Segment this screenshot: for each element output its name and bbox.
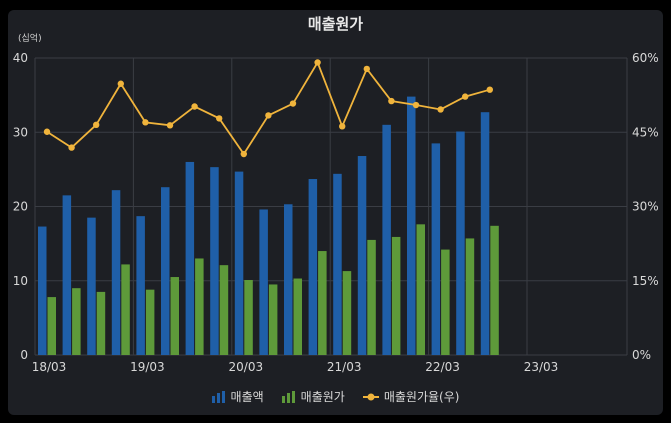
legend-label-revenue: 매출액 bbox=[230, 390, 264, 404]
y-left-tick-label: 20 bbox=[13, 200, 28, 214]
point-cost-ratio bbox=[486, 86, 493, 93]
bar-cost bbox=[47, 297, 56, 355]
bar-revenue bbox=[333, 173, 342, 355]
point-cost-ratio bbox=[43, 128, 51, 135]
bar-cost bbox=[342, 271, 352, 355]
point-cost-ratio bbox=[265, 112, 272, 119]
chart-legend[interactable]: 매출액 매출원가 매출원가율(우) bbox=[0, 388, 671, 405]
bar-cost bbox=[441, 249, 450, 355]
bar-cost bbox=[244, 280, 253, 355]
bar-cost bbox=[219, 265, 229, 355]
point-cost-ratio bbox=[437, 106, 444, 113]
bar-cost bbox=[170, 277, 179, 355]
bar-cost bbox=[416, 224, 425, 355]
point-cost-ratio bbox=[93, 121, 100, 129]
bar-series-icon bbox=[281, 390, 295, 403]
legend-label-cost-ratio: 매출원가율(우) bbox=[383, 390, 460, 404]
bar-cost bbox=[490, 225, 499, 355]
bar-series-icon bbox=[211, 390, 225, 403]
bar-cost bbox=[318, 251, 327, 355]
legend-item-cost-ratio[interactable]: 매출원가율(우) bbox=[362, 388, 460, 405]
left-axis-unit-label: (십억) bbox=[18, 34, 42, 44]
point-cost-ratio bbox=[314, 59, 321, 66]
bar-revenue bbox=[407, 96, 416, 356]
point-cost-ratio bbox=[339, 123, 346, 130]
bar-revenue bbox=[308, 179, 318, 355]
bar-cost bbox=[121, 264, 130, 355]
bar-cost bbox=[145, 289, 155, 355]
point-cost-ratio bbox=[363, 65, 370, 73]
bar-cost bbox=[293, 278, 302, 355]
line-series-icon bbox=[362, 393, 379, 400]
bar-cost bbox=[96, 291, 106, 355]
point-cost-ratio bbox=[117, 80, 125, 87]
bar-cost bbox=[268, 284, 278, 355]
bar-revenue bbox=[431, 143, 441, 355]
point-cost-ratio bbox=[412, 101, 420, 109]
y-left-tick-label: 40 bbox=[13, 51, 28, 65]
point-cost-ratio bbox=[289, 100, 297, 107]
point-cost-ratio bbox=[166, 122, 174, 129]
point-cost-ratio bbox=[68, 144, 75, 151]
bar-cost bbox=[391, 236, 401, 355]
y-right-tick-label: 45% bbox=[632, 125, 659, 139]
y-left-tick-label: 30 bbox=[13, 125, 28, 139]
point-cost-ratio bbox=[216, 115, 223, 122]
x-tick-label: 19/03 bbox=[130, 360, 165, 374]
bar-revenue bbox=[259, 209, 268, 355]
bar-revenue bbox=[382, 124, 391, 355]
y-right-tick-label: 30% bbox=[632, 200, 659, 214]
bar-revenue bbox=[234, 171, 244, 355]
point-cost-ratio bbox=[142, 119, 149, 126]
legend-item-cost[interactable]: 매출원가 bbox=[281, 388, 345, 405]
bar-revenue bbox=[284, 204, 293, 355]
bar-revenue bbox=[480, 112, 490, 355]
legend-label-cost: 매출원가 bbox=[300, 390, 345, 404]
x-tick-label: 21/03 bbox=[327, 360, 362, 374]
bar-revenue bbox=[136, 216, 145, 355]
y-right-tick-label: 0% bbox=[632, 348, 651, 362]
x-tick-label: 18/03 bbox=[32, 360, 67, 374]
point-cost-ratio bbox=[240, 150, 247, 158]
legend-item-revenue[interactable]: 매출액 bbox=[211, 388, 264, 405]
y-left-tick-label: 10 bbox=[13, 274, 28, 288]
bar-cost bbox=[367, 239, 376, 355]
chart-title: 매출원가 bbox=[307, 15, 364, 33]
bar-cost bbox=[465, 238, 475, 355]
point-cost-ratio bbox=[388, 97, 395, 105]
x-tick-label: 20/03 bbox=[229, 360, 264, 374]
bar-cost bbox=[72, 288, 81, 355]
point-cost-ratio bbox=[191, 103, 198, 110]
bar-revenue bbox=[357, 156, 367, 355]
line-cost-ratio bbox=[46, 60, 491, 156]
bar-revenue bbox=[161, 187, 170, 355]
x-tick-label: 23/03 bbox=[524, 360, 559, 374]
point-cost-ratio bbox=[462, 93, 469, 100]
y-right-tick-label: 60% bbox=[632, 51, 659, 65]
x-tick-label: 22/03 bbox=[425, 360, 460, 374]
bar-revenue bbox=[62, 195, 72, 355]
bar-revenue bbox=[87, 217, 96, 355]
y-left-tick-label: 0 bbox=[20, 348, 28, 362]
bar-revenue bbox=[38, 226, 47, 355]
y-right-tick-label: 15% bbox=[632, 274, 659, 288]
bar-revenue bbox=[456, 131, 465, 355]
bar-revenue bbox=[210, 167, 219, 355]
bar-revenue bbox=[185, 161, 195, 355]
bar-cost bbox=[195, 258, 204, 355]
bar-revenue bbox=[111, 190, 121, 355]
